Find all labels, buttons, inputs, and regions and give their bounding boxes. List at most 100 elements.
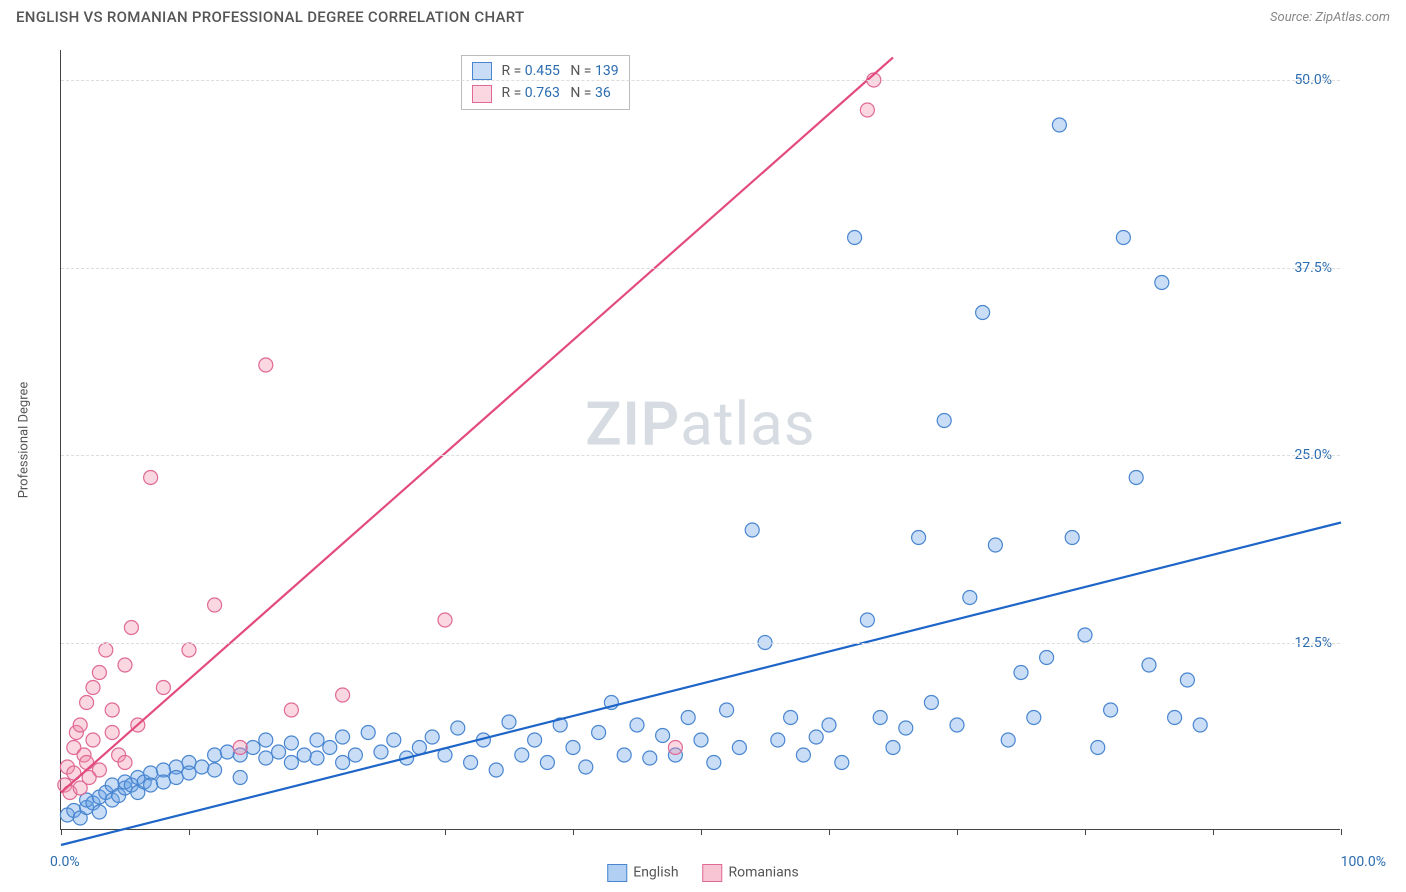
data-point xyxy=(822,718,836,732)
data-point xyxy=(592,726,606,740)
x-tick xyxy=(61,829,62,835)
data-point xyxy=(92,763,106,777)
x-tick xyxy=(189,829,190,835)
data-point xyxy=(451,721,465,735)
data-point xyxy=(80,696,94,710)
data-point xyxy=(835,756,849,770)
trend-line xyxy=(61,523,1341,846)
data-point xyxy=(348,748,362,762)
data-point xyxy=(1091,741,1105,755)
data-point xyxy=(489,763,503,777)
data-point xyxy=(860,613,874,627)
data-point xyxy=(374,745,388,759)
data-point xyxy=(771,733,785,747)
data-point xyxy=(208,763,222,777)
data-point xyxy=(1027,711,1041,725)
data-point xyxy=(860,103,874,117)
data-point xyxy=(144,471,158,485)
data-point xyxy=(233,771,247,785)
plot-area: ZIPatlas R = 0.455 N = 139 R = 0.763 N =… xyxy=(60,50,1340,830)
data-point xyxy=(336,756,350,770)
data-point xyxy=(912,531,926,545)
data-point xyxy=(336,730,350,744)
x-tick xyxy=(1213,829,1214,835)
data-point xyxy=(656,729,670,743)
data-point xyxy=(924,696,938,710)
correlation-legend: R = 0.455 N = 139 R = 0.763 N = 36 xyxy=(461,55,630,110)
data-point xyxy=(630,718,644,732)
x-tick xyxy=(957,829,958,835)
data-point xyxy=(1104,703,1118,717)
data-point xyxy=(99,643,113,657)
data-point xyxy=(873,711,887,725)
data-point xyxy=(707,756,721,770)
scatter-canvas xyxy=(61,50,1341,830)
series-legend: English Romanians xyxy=(607,864,799,882)
data-point xyxy=(438,613,452,627)
x-axis-max-label: 100.0% xyxy=(1341,854,1386,870)
x-tick xyxy=(701,829,702,835)
data-point xyxy=(361,726,375,740)
legend-row: R = 0.763 N = 36 xyxy=(472,82,619,104)
grid-line xyxy=(61,268,1340,269)
data-point xyxy=(976,306,990,320)
data-point xyxy=(1040,651,1054,665)
data-point xyxy=(220,745,234,759)
data-point xyxy=(796,748,810,762)
data-point xyxy=(681,711,695,725)
x-tick xyxy=(1341,829,1342,835)
data-point xyxy=(297,748,311,762)
legend-item: Romanians xyxy=(703,864,799,882)
data-point xyxy=(784,711,798,725)
grid-line xyxy=(61,643,1340,644)
data-point xyxy=(515,748,529,762)
data-point xyxy=(1193,718,1207,732)
data-point xyxy=(694,733,708,747)
data-point xyxy=(1116,231,1130,245)
data-point xyxy=(182,643,196,657)
data-point xyxy=(886,741,900,755)
data-point xyxy=(73,718,87,732)
data-point xyxy=(284,703,298,717)
data-point xyxy=(118,658,132,672)
data-point xyxy=(899,721,913,735)
trend-line xyxy=(61,58,893,793)
x-tick xyxy=(1085,829,1086,835)
data-point xyxy=(156,775,170,789)
data-point xyxy=(464,756,478,770)
data-point xyxy=(1078,628,1092,642)
data-point xyxy=(643,751,657,765)
data-point xyxy=(323,741,337,755)
data-point xyxy=(720,703,734,717)
legend-item: English xyxy=(607,864,678,882)
data-point xyxy=(1142,658,1156,672)
data-point xyxy=(963,591,977,605)
data-point xyxy=(579,760,593,774)
data-point xyxy=(105,726,119,740)
data-point xyxy=(1014,666,1028,680)
data-point xyxy=(566,741,580,755)
data-point xyxy=(272,745,286,759)
data-point xyxy=(809,730,823,744)
grid-line xyxy=(61,80,1340,81)
data-point xyxy=(92,666,106,680)
data-point xyxy=(336,688,350,702)
data-point xyxy=(169,771,183,785)
data-point xyxy=(310,751,324,765)
data-point xyxy=(617,748,631,762)
data-point xyxy=(208,598,222,612)
data-point xyxy=(502,715,516,729)
data-point xyxy=(80,756,94,770)
data-point xyxy=(246,741,260,755)
y-axis-label: Professional Degree xyxy=(17,382,32,499)
data-point xyxy=(1052,118,1066,132)
data-point xyxy=(1129,471,1143,485)
data-point xyxy=(86,733,100,747)
data-point xyxy=(540,756,554,770)
x-tick xyxy=(573,829,574,835)
data-point xyxy=(182,766,196,780)
data-point xyxy=(195,760,209,774)
chart-title: ENGLISH VS ROMANIAN PROFESSIONAL DEGREE … xyxy=(16,8,524,26)
x-tick xyxy=(829,829,830,835)
data-point xyxy=(988,538,1002,552)
